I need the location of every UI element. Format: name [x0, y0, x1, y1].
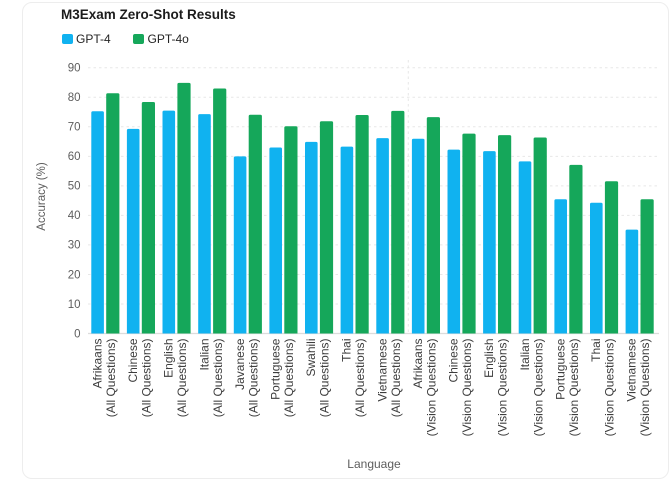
svg-text:(All Questions): (All Questions)	[104, 339, 118, 418]
svg-text:(All Questions): (All Questions)	[175, 339, 189, 418]
svg-text:70: 70	[68, 122, 81, 134]
svg-text:Swahili: Swahili	[304, 339, 318, 377]
svg-text:Chinese: Chinese	[447, 338, 461, 382]
svg-text:Language: Language	[347, 457, 401, 471]
svg-text:English: English	[162, 339, 176, 378]
svg-text:(Vision Questions): (Vision Questions)	[567, 339, 581, 437]
svg-text:(All Questions): (All Questions)	[318, 339, 332, 418]
svg-text:60: 60	[68, 151, 81, 163]
svg-text:Accuracy (%): Accuracy (%)	[36, 162, 48, 231]
svg-text:(Vision Questions): (Vision Questions)	[425, 339, 439, 437]
svg-text:30: 30	[68, 240, 81, 252]
svg-text:(All Questions): (All Questions)	[140, 339, 154, 418]
svg-text:Portuguese: Portuguese	[554, 338, 568, 400]
svg-text:Afrikaans: Afrikaans	[90, 339, 104, 389]
svg-text:Vietnamese: Vietnamese	[375, 338, 389, 401]
svg-text:Vietnamese: Vietnamese	[625, 338, 639, 401]
svg-text:Italian: Italian	[197, 339, 211, 371]
svg-text:20: 20	[68, 269, 81, 281]
svg-text:Chinese: Chinese	[126, 338, 140, 382]
svg-text:(Vision Questions): (Vision Questions)	[531, 339, 545, 437]
svg-text:40: 40	[68, 210, 81, 222]
svg-text:Javanese: Javanese	[233, 338, 247, 390]
svg-text:(Vision Questions): (Vision Questions)	[638, 339, 652, 437]
svg-text:Afrikaans: Afrikaans	[411, 339, 425, 389]
svg-text:Portuguese: Portuguese	[269, 338, 283, 400]
svg-text:(All Questions): (All Questions)	[246, 339, 260, 418]
svg-text:English: English	[482, 339, 496, 378]
svg-text:Thai: Thai	[589, 339, 603, 362]
svg-text:(All Questions): (All Questions)	[353, 339, 367, 418]
svg-text:(Vision Questions): (Vision Questions)	[603, 339, 617, 437]
svg-text:(Vision Questions): (Vision Questions)	[460, 339, 474, 437]
svg-text:50: 50	[68, 181, 81, 193]
svg-text:90: 90	[68, 63, 81, 75]
svg-text:Italian: Italian	[518, 339, 532, 371]
svg-text:80: 80	[68, 92, 81, 104]
svg-text:(Vision Questions): (Vision Questions)	[496, 339, 510, 437]
svg-text:(All Questions): (All Questions)	[389, 339, 403, 418]
svg-text:(All Questions): (All Questions)	[211, 339, 225, 418]
svg-text:0: 0	[74, 328, 80, 340]
svg-text:10: 10	[68, 299, 81, 311]
svg-text:(All Questions): (All Questions)	[282, 339, 296, 418]
svg-text:Thai: Thai	[340, 339, 354, 362]
